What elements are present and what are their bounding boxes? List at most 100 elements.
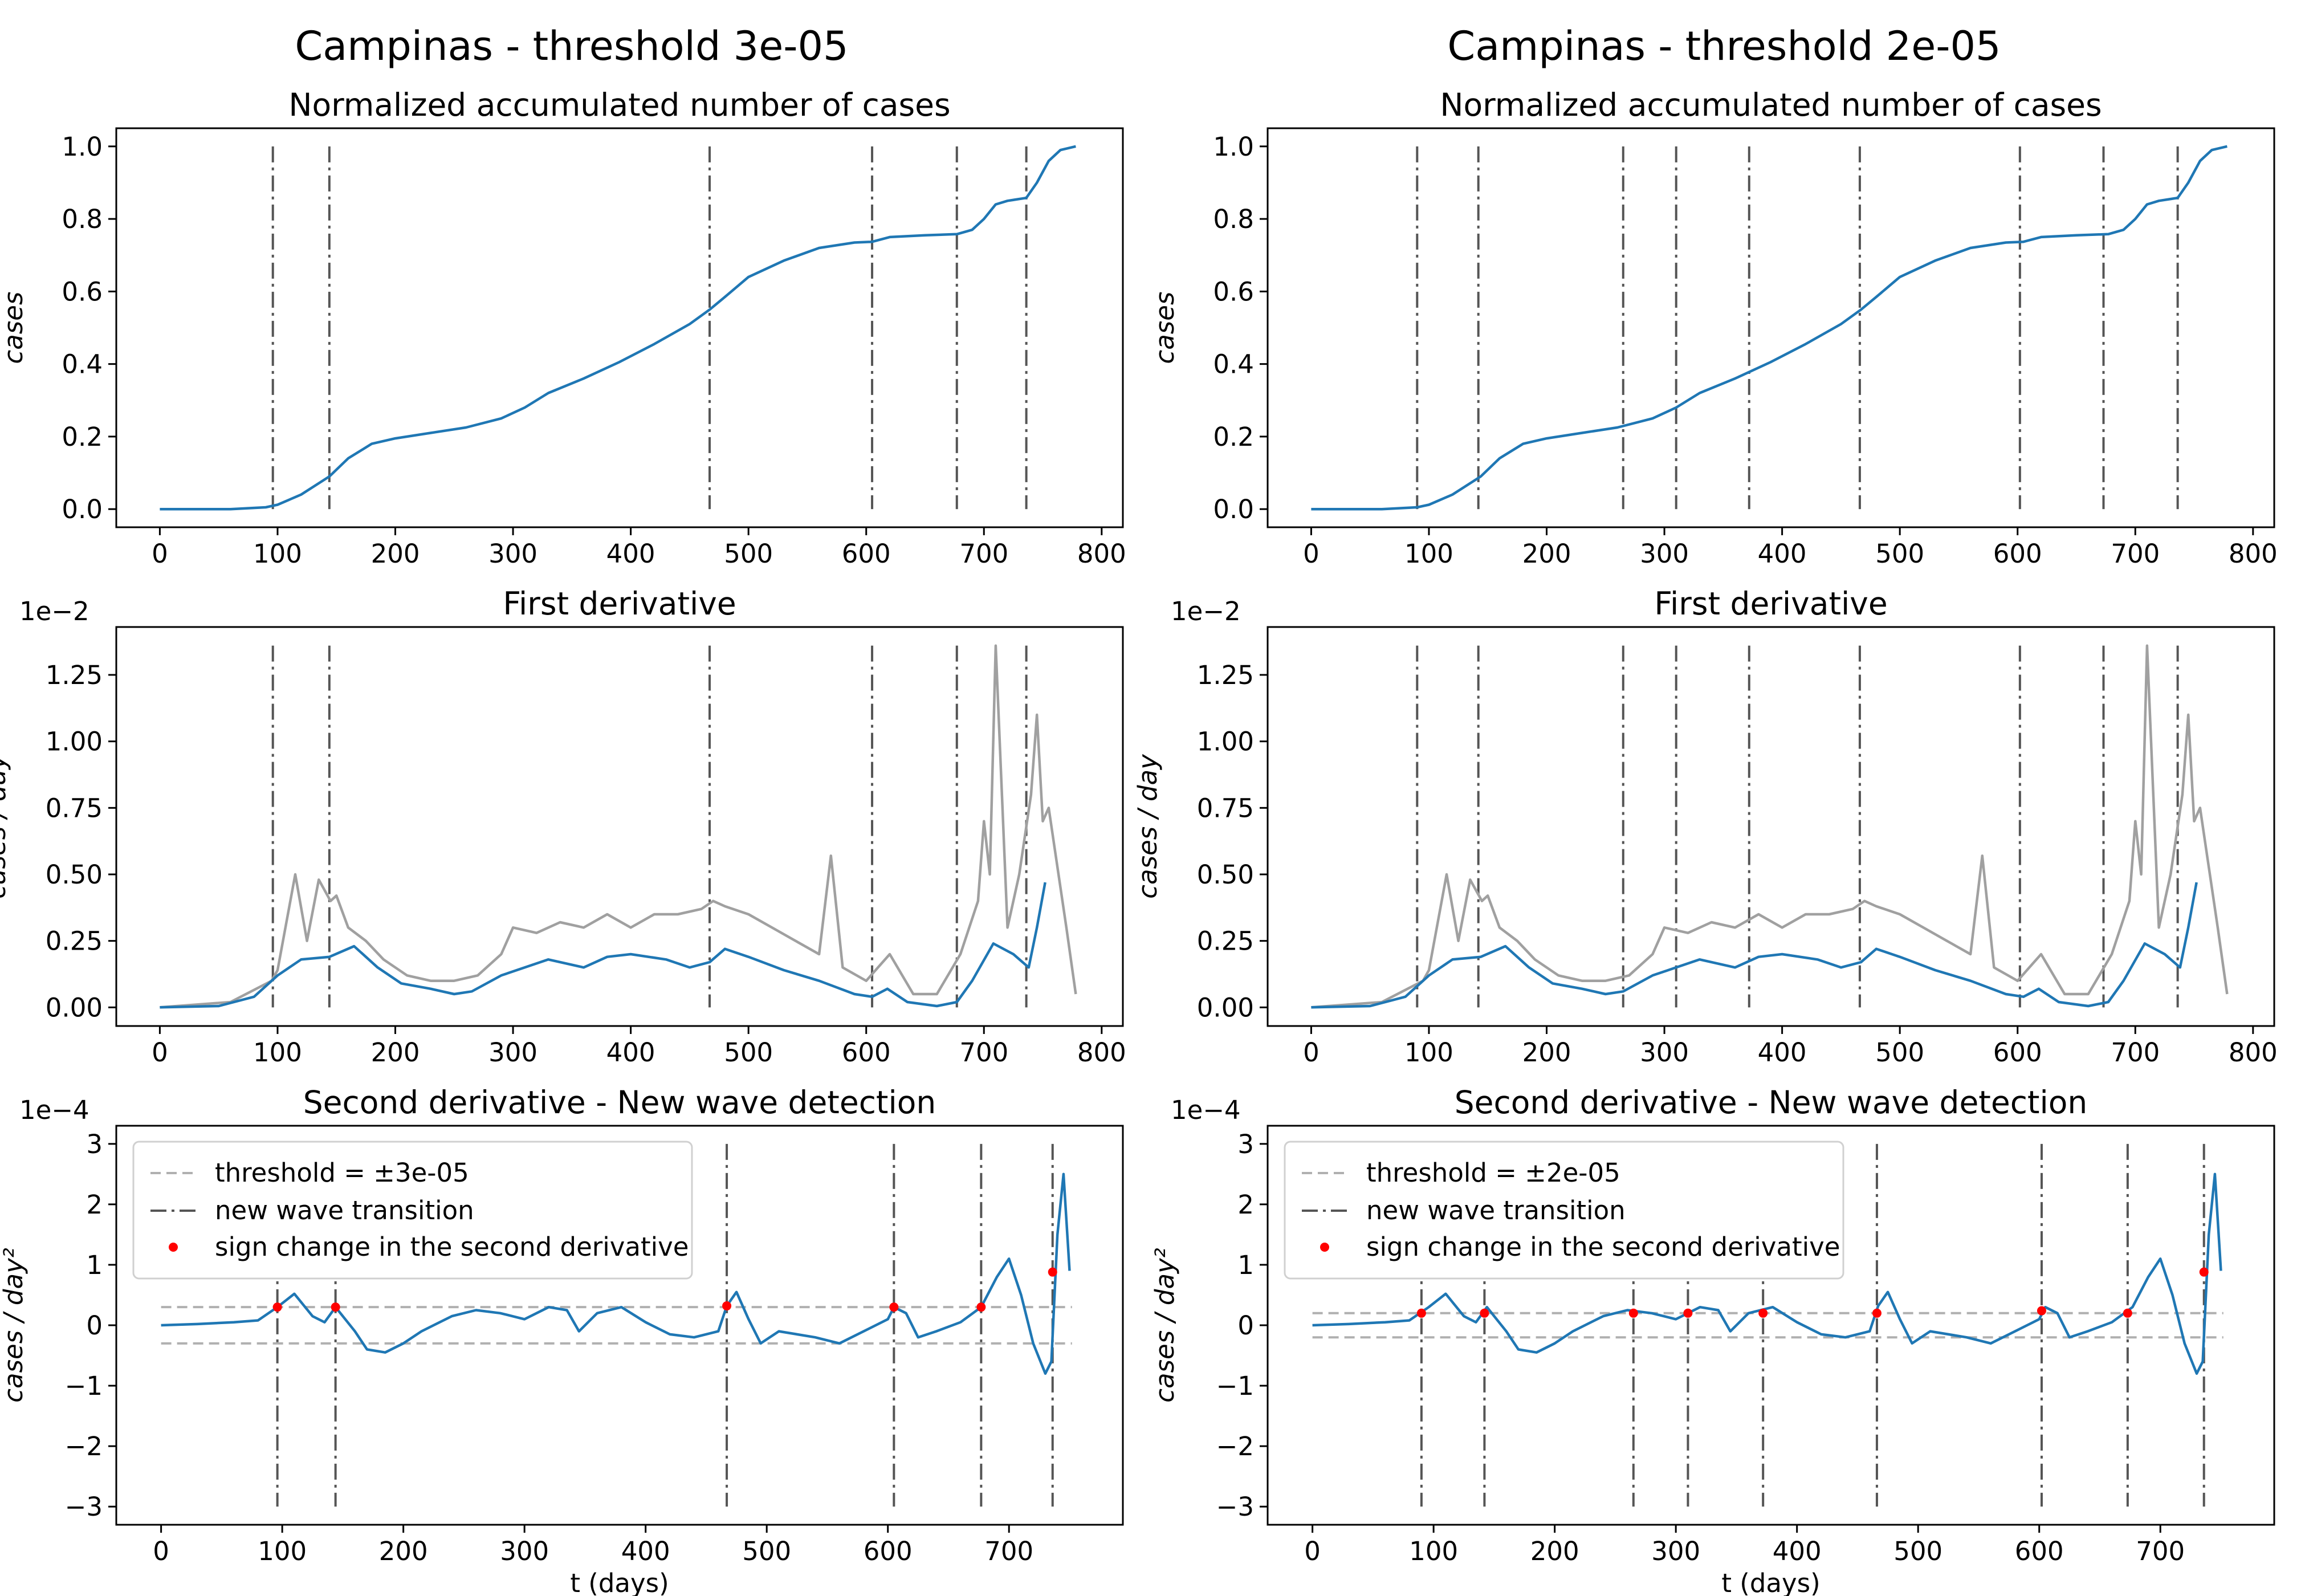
y-tick-label: 0.75 xyxy=(1197,793,1254,823)
x-tick-label: 300 xyxy=(500,1536,549,1566)
y-tick-label: 0.4 xyxy=(1213,349,1254,380)
raw-series-line xyxy=(1311,644,2229,1009)
x-tick-label: 800 xyxy=(1077,1037,1126,1068)
y-tick-label: 1.00 xyxy=(46,727,103,757)
plot-frame xyxy=(1266,127,2275,528)
x-tick-label: 300 xyxy=(1640,539,1689,569)
legend-transition-label: new wave transition xyxy=(1366,1195,1626,1226)
sign-change-point xyxy=(1872,1308,1882,1318)
x-tick-label: 0 xyxy=(153,1536,169,1566)
sign-change-point xyxy=(2037,1306,2046,1316)
y-tick-label: 0.4 xyxy=(62,349,103,380)
panel-title: Second derivative - New wave detection xyxy=(303,1084,936,1121)
y-tick-label: 1 xyxy=(86,1250,103,1280)
panel-title: First derivative xyxy=(1654,585,1887,622)
y-axis-label: cases xyxy=(1150,292,1180,364)
x-tick-label: 0 xyxy=(152,1037,168,1068)
x-tick-label: 500 xyxy=(742,1536,791,1566)
x-tick-label: 200 xyxy=(1522,539,1571,569)
y-axis-label: cases / day² xyxy=(0,1248,28,1402)
x-tick-label: 300 xyxy=(1651,1536,1700,1566)
sign-change-point xyxy=(1480,1308,1489,1318)
y-axis-label: cases / day² xyxy=(1150,1248,1180,1402)
panel-title: First derivative xyxy=(503,585,736,622)
series-line xyxy=(160,145,1076,511)
scale-label: 1e−2 xyxy=(19,596,89,626)
x-tick-label: 100 xyxy=(258,1536,307,1566)
x-tick-label: 0 xyxy=(1303,539,1320,569)
x-tick-label: 100 xyxy=(253,1037,302,1068)
series-line xyxy=(161,1172,1071,1375)
x-tick-label: 500 xyxy=(724,539,773,569)
y-tick-label: 0.50 xyxy=(46,860,103,890)
legend-point-swatch xyxy=(169,1243,178,1252)
y-axis-label: cases / day xyxy=(1133,754,1163,899)
y-axis-label: cases / day xyxy=(0,754,11,899)
x-tick-label: 100 xyxy=(1409,1536,1458,1566)
x-tick-label: 100 xyxy=(1404,539,1453,569)
y-tick-label: 1.00 xyxy=(1197,727,1254,757)
y-tick-label: 0.0 xyxy=(1213,494,1254,524)
y-tick-label: 0.6 xyxy=(1213,276,1254,307)
y-tick-label: 1.0 xyxy=(62,132,103,162)
y-tick-label: −3 xyxy=(65,1492,103,1522)
figure-title-right: Campinas - threshold 2e-05 xyxy=(1447,23,2001,70)
x-tick-label: 700 xyxy=(959,1037,1008,1068)
y-tick-label: 0.25 xyxy=(1197,926,1254,956)
y-tick-label: 0.50 xyxy=(1197,860,1254,890)
legend-threshold-label: threshold = ±2e-05 xyxy=(1366,1158,1620,1188)
legend-point-swatch xyxy=(1320,1243,1329,1252)
panel-0-1: First derivative 1e−2 cases / day 0 100 200 30… xyxy=(0,585,1126,1068)
y-tick-label: 0.6 xyxy=(62,276,103,307)
y-tick-label: −3 xyxy=(1216,1492,1254,1522)
y-tick-label: 1.0 xyxy=(1213,132,1254,162)
series-line xyxy=(1311,145,2227,511)
x-tick-label: 400 xyxy=(1758,539,1807,569)
x-tick-label: 400 xyxy=(621,1536,670,1566)
x-tick-label: 500 xyxy=(1893,1536,1942,1566)
sign-change-point xyxy=(976,1302,986,1312)
series-line xyxy=(1311,882,2198,1009)
raw-series-line xyxy=(160,644,1077,1009)
x-tick-label: 500 xyxy=(1875,539,1924,569)
x-axis-label: t (days) xyxy=(570,1568,669,1596)
sign-change-point xyxy=(1048,1267,1057,1277)
legend-box xyxy=(132,1141,693,1280)
x-tick-label: 0 xyxy=(152,539,168,569)
panel-title: Second derivative - New wave detection xyxy=(1455,1084,2088,1121)
y-axis-label: cases xyxy=(0,292,28,364)
sign-change-point xyxy=(272,1302,282,1312)
x-tick-label: 100 xyxy=(253,539,302,569)
scale-label: 1e−4 xyxy=(1171,1095,1241,1125)
scale-label: 1e−4 xyxy=(19,1095,89,1125)
panel-title: Normalized accumulated number of cases xyxy=(288,87,950,123)
x-tick-label: 300 xyxy=(1640,1037,1689,1068)
x-tick-label: 600 xyxy=(1993,1037,2042,1068)
y-tick-label: 0.00 xyxy=(46,992,103,1023)
sign-change-point xyxy=(1683,1308,1693,1318)
y-tick-label: −1 xyxy=(65,1371,103,1401)
figure-title-left: Campinas - threshold 3e-05 xyxy=(295,23,848,70)
y-tick-label: 0.2 xyxy=(62,422,103,452)
y-tick-label: 1 xyxy=(1237,1250,1254,1280)
x-tick-label: 300 xyxy=(488,1037,537,1068)
legend-transition-label: new wave transition xyxy=(215,1195,474,1226)
x-tick-label: 400 xyxy=(1773,1536,1822,1566)
y-tick-label: 0.25 xyxy=(46,926,103,956)
x-axis-label: t (days) xyxy=(1721,1568,1820,1596)
x-tick-label: 700 xyxy=(2111,1037,2160,1068)
y-tick-label: 2 xyxy=(1237,1190,1254,1220)
plot-frame xyxy=(115,626,1124,1027)
x-tick-label: 400 xyxy=(606,1037,655,1068)
x-tick-label: 200 xyxy=(379,1536,428,1566)
x-tick-label: 500 xyxy=(724,1037,773,1068)
y-tick-label: 2 xyxy=(86,1190,103,1220)
y-tick-label: 0 xyxy=(86,1310,103,1341)
sign-change-point xyxy=(331,1302,340,1312)
x-tick-label: 800 xyxy=(1077,539,1126,569)
x-tick-label: 600 xyxy=(1993,539,2042,569)
legend-box xyxy=(1284,1141,1844,1280)
x-tick-label: 600 xyxy=(2015,1536,2064,1566)
plot-frame xyxy=(1266,1125,2275,1526)
